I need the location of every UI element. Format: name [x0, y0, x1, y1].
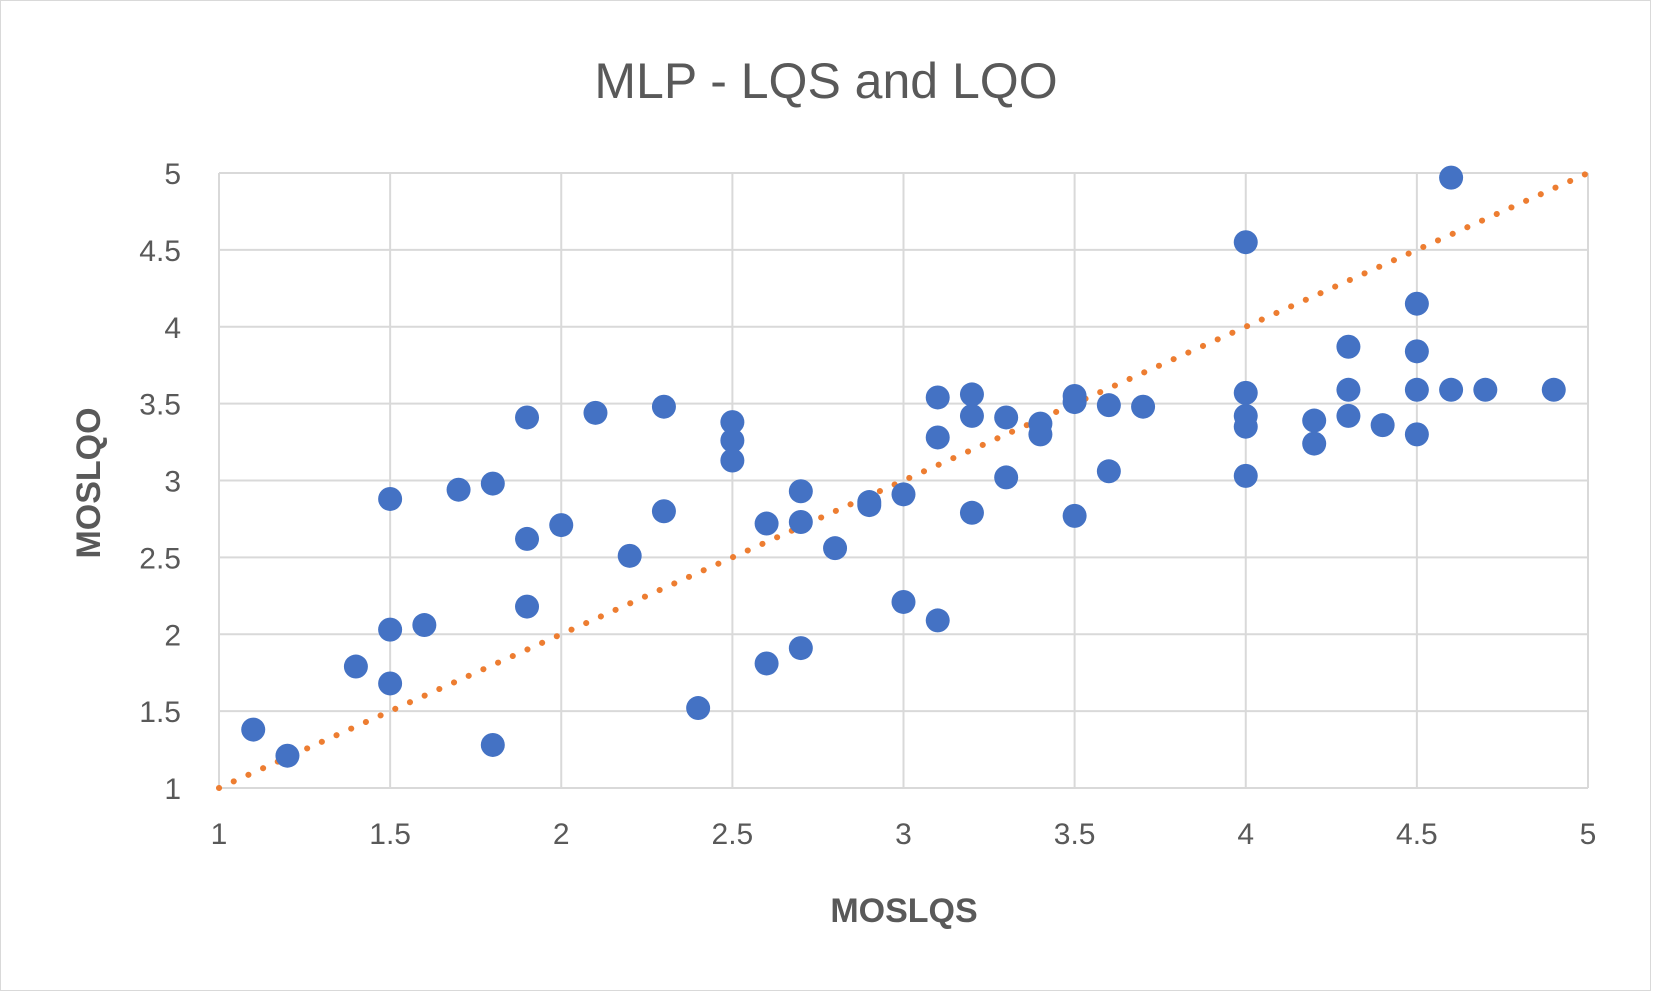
data-point [1404, 377, 1429, 402]
data-point [1370, 413, 1395, 438]
data-point [823, 536, 848, 561]
data-point [788, 510, 813, 535]
x-tick-label: 3 [895, 818, 912, 851]
data-point [1541, 377, 1566, 402]
data-point [1302, 408, 1327, 433]
data-point [1096, 393, 1121, 418]
data-point [720, 448, 745, 473]
data-point [583, 400, 608, 425]
data-point [857, 493, 882, 518]
data-point [1131, 394, 1156, 419]
y-tick-label: 3.5 [139, 389, 181, 422]
data-point [549, 513, 574, 538]
data-point [1404, 339, 1429, 364]
data-point [959, 382, 984, 407]
data-point [1233, 463, 1258, 488]
data-point [788, 479, 813, 504]
data-point [720, 428, 745, 453]
y-tick-label: 1 [164, 773, 181, 806]
data-point [515, 405, 540, 430]
data-point [1336, 334, 1361, 359]
data-point [480, 471, 505, 496]
data-point [788, 636, 813, 661]
y-tick-label: 4 [164, 312, 181, 345]
data-point [891, 482, 916, 507]
data-point [1028, 422, 1053, 447]
data-point [925, 608, 950, 633]
x-tick-label: 4 [1237, 818, 1254, 851]
data-point [446, 477, 471, 502]
data-point [651, 499, 676, 524]
data-point [241, 717, 266, 742]
data-point [1062, 503, 1087, 528]
y-tick-label: 1.5 [139, 696, 181, 729]
y-tick-label: 2.5 [139, 542, 181, 575]
data-point [891, 589, 916, 614]
x-tick-label: 2.5 [712, 818, 754, 851]
x-tick-label: 5 [1580, 818, 1597, 851]
data-point [651, 394, 676, 419]
y-tick-label: 2 [164, 619, 181, 652]
y-tick-label: 4.5 [139, 235, 181, 268]
data-point [720, 410, 745, 435]
data-point [1302, 431, 1327, 456]
tick-labels: 1 1.5 2 2.5 3 3.5 4 4.5 5 1 1.5 2 2.5 3 3.5 4 4.5 5 [139, 158, 1596, 851]
data-point [1336, 403, 1361, 428]
data-point [343, 654, 368, 679]
data-point [515, 526, 540, 551]
data-point [617, 543, 642, 568]
data-point [378, 671, 403, 696]
data-point [1439, 165, 1464, 190]
data-point [1233, 230, 1258, 255]
data-point [1404, 291, 1429, 316]
data-point [480, 732, 505, 757]
y-axis-title: MOSLQO [70, 407, 108, 558]
data-point [275, 743, 300, 768]
data-point [754, 511, 779, 536]
data-point [412, 613, 437, 638]
data-point [925, 385, 950, 410]
data-point [754, 651, 779, 676]
x-tick-label: 3.5 [1054, 818, 1096, 851]
data-point [959, 403, 984, 428]
data-point [925, 425, 950, 450]
data-point [994, 465, 1019, 490]
data-point [959, 500, 984, 525]
data-point [515, 594, 540, 619]
x-axis-title: MOSLQS [830, 892, 977, 930]
data-point [1233, 414, 1258, 439]
data-point [1473, 377, 1498, 402]
grid-lines [218, 172, 1589, 789]
x-tick-label: 2 [553, 818, 570, 851]
y-tick-label: 5 [164, 158, 181, 191]
data-point [1233, 380, 1258, 405]
x-tick-label: 1 [211, 818, 228, 851]
data-point [1062, 390, 1087, 415]
y-tick-label: 3 [164, 466, 181, 499]
chart-title: MLP - LQS and LQO [594, 53, 1057, 109]
data-point [1096, 459, 1121, 484]
x-tick-label: 1.5 [369, 818, 411, 851]
data-point [1336, 377, 1361, 402]
data-point [686, 696, 711, 721]
data-point [378, 486, 403, 511]
data-point [378, 617, 403, 642]
x-tick-label: 4.5 [1396, 818, 1438, 851]
data-point [994, 405, 1019, 430]
data-point [1439, 377, 1464, 402]
data-point [1404, 422, 1429, 447]
data-points [241, 165, 1566, 768]
